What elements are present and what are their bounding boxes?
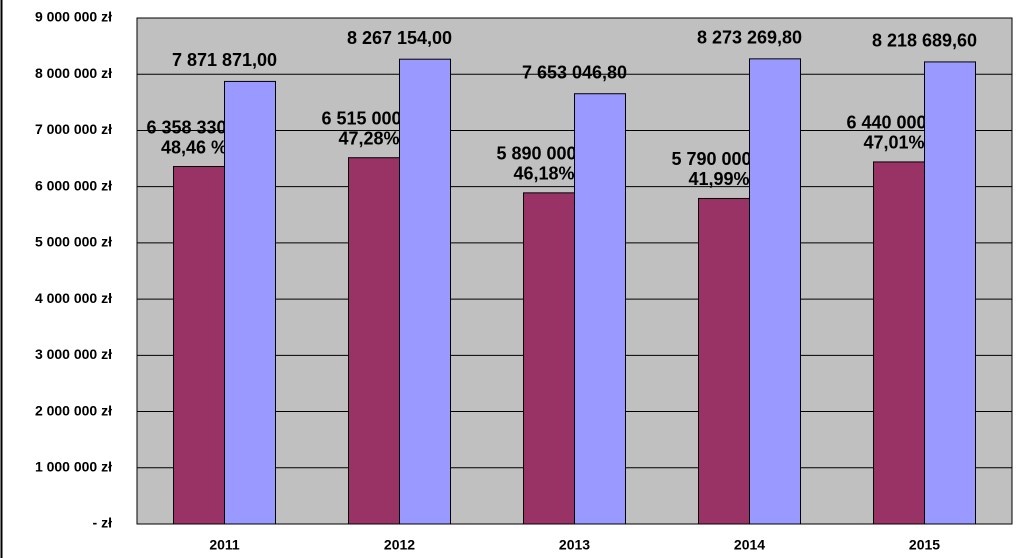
bar: [749, 58, 801, 525]
data-label: 47,28%: [338, 128, 399, 148]
y-tick-label: 1 000 000 zł: [35, 458, 112, 474]
data-label: 41,99%: [688, 169, 749, 189]
data-label: 8 218 689,60: [872, 31, 977, 51]
data-label: 48,46 %: [161, 137, 227, 157]
data-label: 7 871 871,00: [172, 50, 277, 70]
y-tick-label: 5 000 000 zł: [35, 234, 112, 250]
y-tick-label: - zł: [93, 515, 113, 531]
y-tick-label: 8 000 000 zł: [35, 65, 112, 81]
x-tick-label: 2015: [909, 537, 940, 553]
data-label: 7 653 046,80: [522, 62, 627, 82]
bar: [173, 166, 225, 525]
data-label: 8 273 269,80: [697, 28, 802, 48]
bar: [698, 197, 750, 525]
bar: [348, 157, 400, 525]
bar: [523, 192, 575, 525]
bar: [924, 61, 976, 525]
bar: [873, 161, 925, 525]
y-tick-label: 7 000 000 zł: [35, 121, 112, 137]
y-tick-label: 3 000 000 zł: [35, 346, 112, 362]
x-tick-label: 2011: [209, 537, 240, 553]
x-tick-label: 2013: [559, 537, 590, 553]
bar: [574, 93, 626, 525]
data-label: 47,01%: [863, 133, 924, 153]
x-tick-label: 2012: [384, 537, 415, 553]
y-tick-label: 6 000 000 zł: [35, 177, 112, 193]
y-tick-label: 9 000 000 zł: [35, 9, 112, 25]
y-tick-label: 2 000 000 zł: [35, 402, 112, 418]
data-label: 46,18%: [513, 164, 574, 184]
bar: [224, 80, 276, 525]
data-label: 8 267 154,00: [347, 28, 452, 48]
x-tick-label: 2014: [734, 537, 765, 553]
y-tick-label: 4 000 000 zł: [35, 290, 112, 306]
bar: [399, 58, 451, 525]
